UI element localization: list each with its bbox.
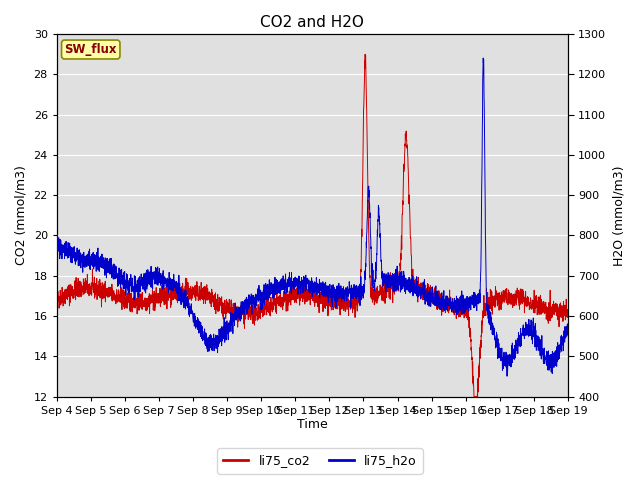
Y-axis label: H2O (mmol/m3): H2O (mmol/m3) [612, 165, 625, 265]
Legend: li75_co2, li75_h2o: li75_co2, li75_h2o [217, 448, 423, 474]
Text: SW_flux: SW_flux [65, 43, 117, 56]
X-axis label: Time: Time [297, 419, 328, 432]
Y-axis label: CO2 (mmol/m3): CO2 (mmol/m3) [15, 165, 28, 265]
Title: CO2 and H2O: CO2 and H2O [260, 15, 364, 30]
